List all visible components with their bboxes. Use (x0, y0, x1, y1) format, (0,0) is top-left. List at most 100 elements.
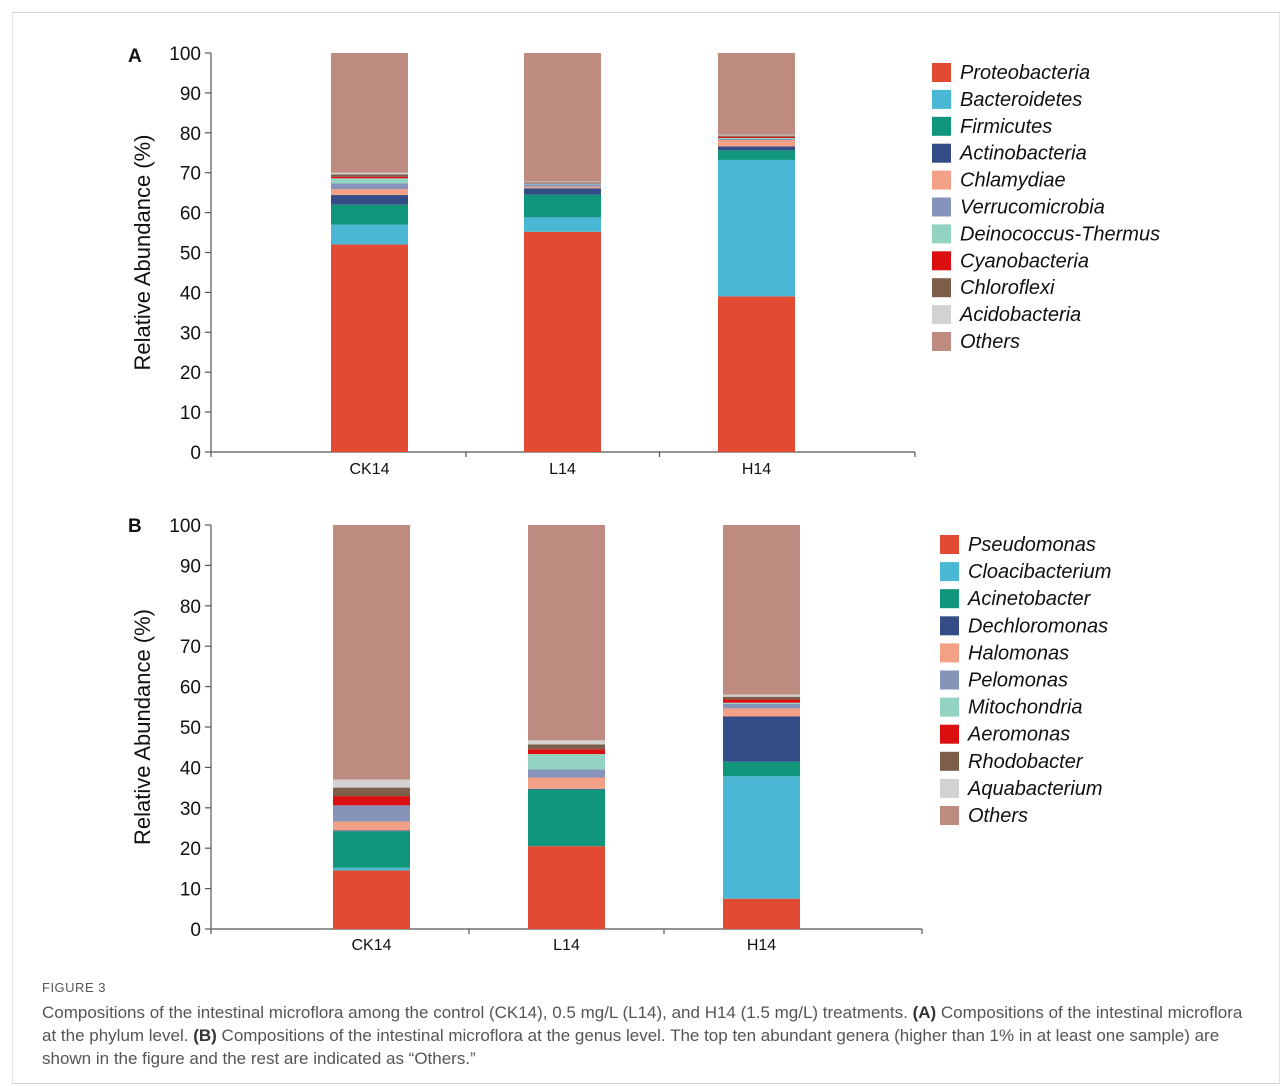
bar-segment (333, 831, 410, 868)
figure-label: FIGURE 3 (42, 980, 106, 995)
legend-label: Others (960, 331, 1020, 353)
y-tick-label: 90 (180, 556, 201, 577)
bar-segment (718, 150, 795, 160)
y-tick-label: 20 (180, 839, 201, 860)
y-tick-label: 40 (180, 283, 201, 304)
panel-letter: B (128, 516, 142, 537)
legend-swatch (932, 332, 951, 351)
bar-segment (723, 761, 800, 777)
legend-swatch (932, 116, 951, 136)
bar-segment (718, 137, 795, 139)
bar-segment (723, 716, 800, 762)
legend-label: Cyanobacteria (960, 250, 1089, 272)
y-tick-label: 10 (180, 403, 201, 424)
x-tick-label: L14 (549, 461, 576, 478)
legend-swatch (932, 224, 951, 244)
legend-label: Deinococcus-Thermus (960, 223, 1160, 245)
y-axis-title: Relative Abundance (%) (130, 609, 155, 845)
legend-swatch (940, 806, 959, 825)
legend-label: Mitochondria (968, 697, 1083, 719)
y-tick-label: 40 (180, 758, 201, 779)
bar-segment (331, 176, 408, 179)
y-tick-label: 0 (190, 920, 201, 941)
legend-swatch (940, 616, 959, 636)
bar-segment (524, 183, 601, 185)
bar-segment (524, 182, 601, 184)
caption-text-2: Compositions of the intestinal microflor… (42, 1003, 1243, 1045)
legend-swatch (940, 697, 959, 717)
bar-segment (718, 296, 795, 452)
bar-segment (723, 694, 800, 697)
bar-segment (723, 525, 800, 695)
bar-segment (528, 744, 605, 750)
legend-swatch (932, 251, 951, 271)
bar-segment (331, 224, 408, 245)
legend-label: Acidobacteria (959, 304, 1081, 326)
caption-text-1: Compositions of the intestinal microflor… (42, 1003, 913, 1022)
y-tick-label: 50 (180, 244, 201, 265)
bar-segment (723, 699, 800, 703)
bar-segment (333, 870, 410, 929)
y-tick-label: 60 (180, 204, 201, 225)
bar-segment (331, 172, 408, 175)
legend-label: Actinobacteria (959, 143, 1087, 165)
legend-label: Pelomonas (968, 670, 1068, 692)
legend-label: Chlamydiae (960, 170, 1066, 192)
bar-segment (718, 146, 795, 151)
bar-segment (331, 244, 408, 452)
legend-swatch (940, 562, 959, 582)
bar-segment (718, 53, 795, 135)
bar-segment (718, 135, 795, 137)
legend-label: Chloroflexi (960, 277, 1055, 299)
x-tick-label: H14 (742, 461, 771, 478)
bar-segment (331, 178, 408, 184)
x-tick-label: H14 (747, 937, 776, 954)
bar-segment (723, 708, 800, 717)
bar-segment (528, 749, 605, 755)
y-tick-label: 10 (180, 880, 201, 901)
figure-caption: FIGURE 3 Compositions of the intestinal … (42, 976, 1257, 1070)
bar-segment (333, 787, 410, 797)
bar-segment (528, 777, 605, 789)
legend-label: Aquabacterium (967, 778, 1103, 800)
y-tick-label: 90 (180, 84, 201, 105)
bar-segment (524, 231, 601, 452)
bar-segment (723, 702, 800, 704)
bar-segment (333, 867, 410, 871)
y-tick-label: 30 (180, 799, 201, 820)
legend-label: Verrucomicrobia (960, 197, 1105, 219)
legend-swatch (940, 724, 959, 744)
bar-segment (333, 805, 410, 822)
bar-segment (723, 776, 800, 899)
y-tick-label: 100 (169, 516, 201, 537)
chart-panel-b: B Relative Abundance (%) 0 10 20 30 40 50 60 70 80… (128, 516, 1111, 954)
legend-label: Proteobacteria (960, 62, 1090, 84)
y-tick-label: 20 (180, 363, 201, 384)
legend-label: Acinetobacter (967, 588, 1092, 610)
caption-label-b: (B) (193, 1026, 217, 1045)
legend-swatch (940, 751, 959, 771)
bar-segment (333, 796, 410, 806)
bar-segment (723, 703, 800, 709)
legend-swatch (940, 670, 959, 690)
bar-segment (528, 788, 605, 790)
y-axis-title: Relative Abundance (%) (130, 134, 155, 370)
bar-segment (331, 53, 408, 173)
bar-segment (333, 821, 410, 831)
legend-swatch (932, 197, 951, 217)
x-tick-label: CK14 (349, 461, 389, 478)
bar-segment (331, 195, 408, 205)
legend-swatch (932, 305, 951, 325)
legend-swatch (940, 643, 959, 663)
legend-label: Bacteroidetes (960, 89, 1082, 111)
bar-segment (524, 181, 601, 183)
legend-swatch (932, 89, 951, 109)
legend-swatch (932, 170, 951, 190)
legend-label: Pseudomonas (968, 534, 1096, 556)
bar-segment (528, 740, 605, 745)
bar-segment (333, 779, 410, 788)
legend-label: Dechloromonas (968, 615, 1108, 637)
legend-label: Halomonas (968, 642, 1069, 664)
legend-swatch (940, 778, 959, 798)
bar-segment (524, 217, 601, 232)
